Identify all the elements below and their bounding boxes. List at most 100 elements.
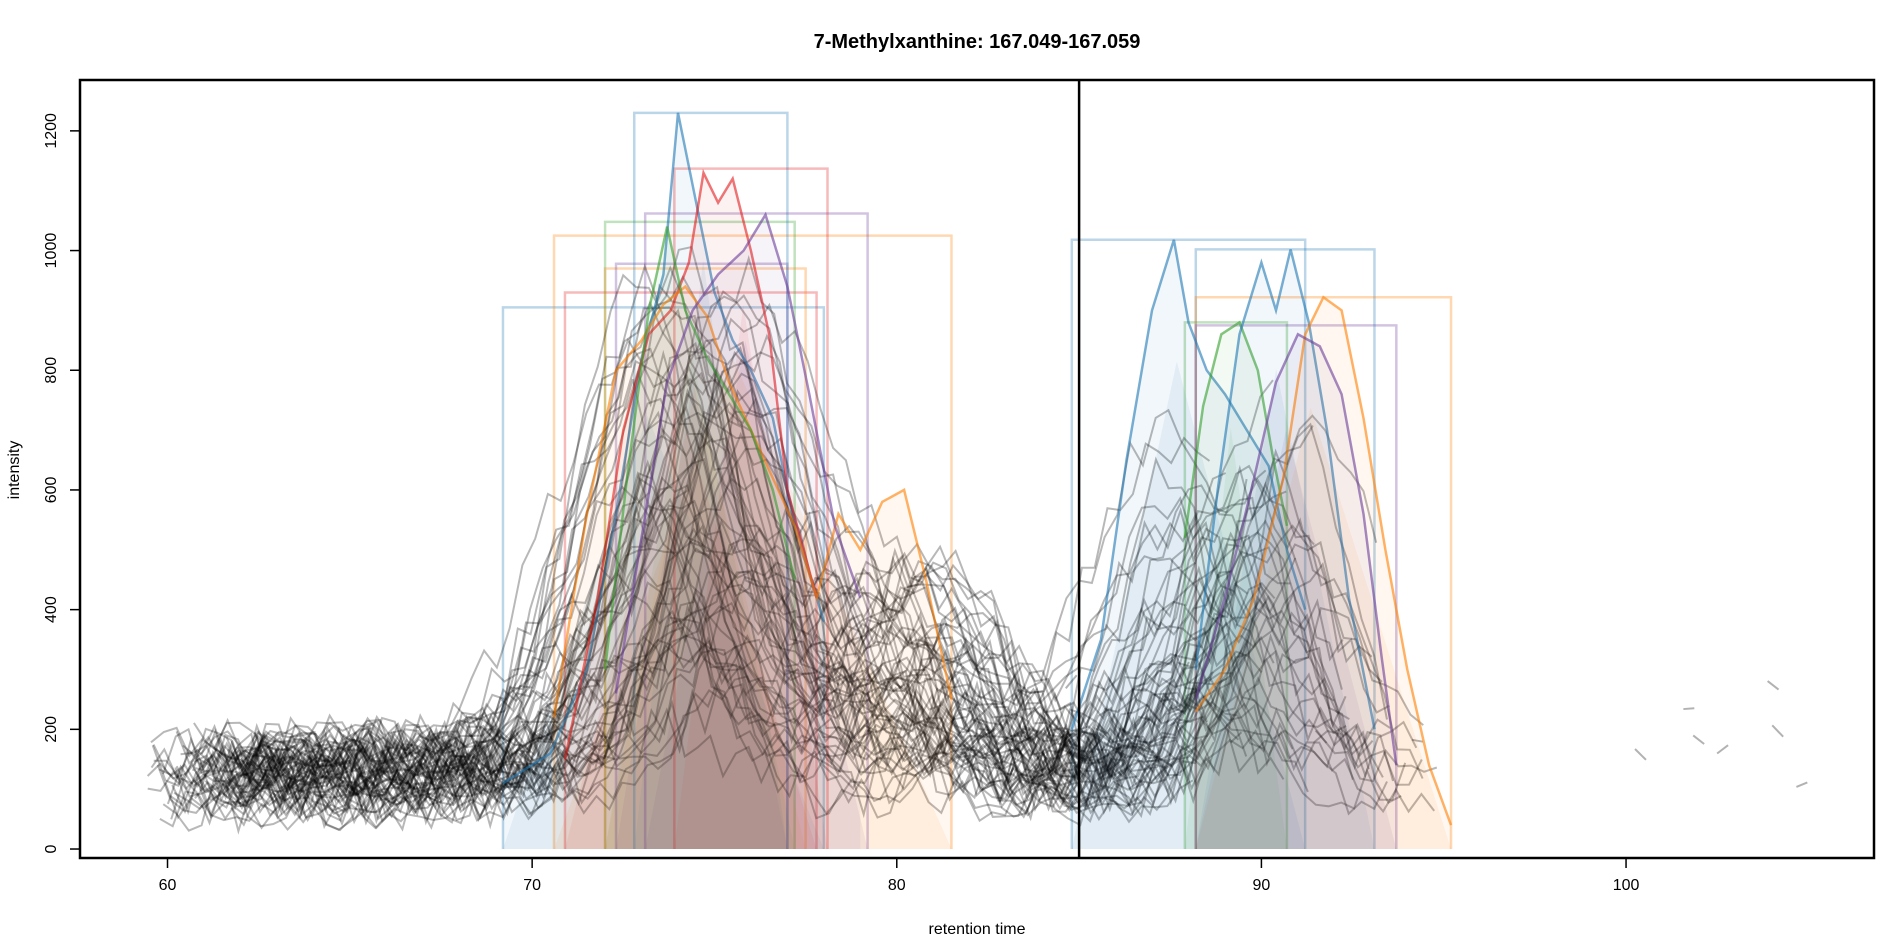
y-tick-label-5: 1000 [43, 233, 60, 269]
trace-fragment-3 [1013, 686, 1026, 702]
background-trace-60 [170, 447, 1219, 830]
background-trace-46 [227, 464, 1390, 808]
background-trace-23 [199, 411, 1248, 802]
highlight-fill-3 [605, 226, 795, 850]
trace-fragment-7 [1229, 731, 1243, 744]
highlight-fill-1 [564, 172, 817, 850]
highlight-fill-5 [1071, 239, 1306, 850]
peak-window-8 [673, 167, 829, 850]
y-tick-label-6: 1200 [43, 113, 60, 149]
background-trace-48 [250, 254, 1196, 783]
background-trace-28 [230, 366, 1215, 827]
background-trace-27 [211, 547, 1248, 787]
peak-windows [501, 111, 1453, 850]
background-trace-5 [193, 584, 1267, 806]
background-trace-58 [173, 407, 1362, 832]
background-trace-53 [231, 457, 1267, 782]
peak-area-2 [564, 403, 817, 850]
peak-area-11 [1195, 369, 1375, 850]
trace-fragment-8 [1065, 674, 1078, 689]
background-trace-59 [174, 560, 1210, 817]
background-trace-12 [248, 274, 1233, 781]
background-trace-54 [222, 341, 1373, 825]
peak-area-5 [616, 380, 788, 850]
peak-area-1 [554, 358, 952, 850]
background-trace-51 [230, 484, 1291, 791]
peak-area-3 [605, 347, 795, 850]
background-trace-6 [213, 490, 1287, 766]
highlight-fill-7 [1195, 249, 1375, 850]
peak-window-11 [1194, 248, 1376, 850]
background-trace-38 [242, 472, 1227, 816]
highlight-fill-8 [1195, 297, 1452, 850]
x-tick-label-4: 100 [1613, 877, 1640, 894]
trace-fragment-1 [1014, 731, 1027, 737]
x-tick-label-3: 90 [1253, 877, 1271, 894]
background-trace-63 [164, 448, 1315, 823]
peak-window-5 [614, 262, 789, 850]
highlight-fill-6 [1184, 322, 1287, 850]
y-tick-label-4: 800 [43, 357, 60, 384]
x-axis: 60 70 80 90 100 [159, 858, 1640, 894]
background-trace-30 [146, 567, 1310, 800]
x-tick-label-2: 80 [888, 877, 906, 894]
trace-fragment-0 [1683, 707, 1695, 711]
highlight-trace-2 [552, 284, 953, 718]
highlight-fill-9 [1195, 334, 1397, 850]
highlight-trace-4 [614, 211, 862, 694]
background-trace-7 [237, 597, 1209, 817]
peak-area-0 [502, 415, 824, 850]
background-trace-16 [193, 245, 1229, 779]
background-trace-14 [213, 295, 1350, 782]
background-trace-40 [180, 397, 1394, 788]
background-trace-65 [209, 541, 1194, 824]
trace-fragment-2 [1716, 744, 1729, 755]
y-axis-label: intensity [6, 441, 23, 500]
highlight-trace-9 [1194, 332, 1398, 766]
highlight-fill-2 [554, 286, 952, 850]
trace-fragment-10 [1771, 724, 1784, 738]
background-trace-19 [233, 575, 1435, 826]
background-trace-9 [150, 424, 1314, 783]
peak-area-6 [634, 260, 788, 850]
background-trace-55 [192, 464, 1343, 797]
trace-fragment-6 [1411, 738, 1424, 743]
background-trace-10 [229, 369, 1253, 797]
highlighted-traces [502, 112, 1453, 850]
background-trace-26 [153, 431, 1214, 801]
background-trace-39 [159, 507, 1335, 832]
highlight-trace-5 [1070, 239, 1307, 730]
peak-area-13 [1195, 430, 1397, 850]
background-trace-8 [156, 524, 1384, 815]
trace-fragment-11 [1314, 729, 1328, 744]
background-trace-67 [166, 538, 1190, 817]
background-trace-64 [235, 496, 1347, 791]
background-traces [146, 245, 1808, 835]
trace-fragment-13 [1767, 680, 1780, 691]
background-trace-45 [194, 293, 1294, 784]
background-trace-68 [232, 639, 1370, 802]
background-trace-69 [152, 524, 1240, 799]
background-trace-18 [223, 351, 1438, 796]
plot-frame [78, 78, 1876, 860]
highlight-trace-0 [502, 112, 826, 785]
peak-area-7 [645, 340, 868, 850]
background-trace-33 [200, 389, 1275, 774]
background-trace-13 [192, 308, 1228, 778]
background-trace-15 [183, 306, 1347, 781]
background-trace-31 [162, 418, 1211, 776]
background-trace-47 [223, 408, 1374, 773]
highlight-fill-0 [502, 112, 824, 850]
background-trace-44 [182, 593, 1205, 790]
highlight-fill-4 [616, 214, 861, 850]
x-tick-label-0: 60 [159, 877, 177, 894]
background-trace-4 [239, 388, 1276, 784]
peak-area-4 [605, 384, 806, 850]
peak-window-10 [1183, 321, 1289, 850]
background-trace-50 [175, 273, 1212, 765]
y-axis: 0 200 400 600 800 1000 1200 [43, 113, 80, 853]
y-tick-label-2: 400 [43, 596, 60, 623]
x-axis-label: retention time [929, 921, 1026, 938]
highlight-trace-8 [1194, 295, 1453, 826]
